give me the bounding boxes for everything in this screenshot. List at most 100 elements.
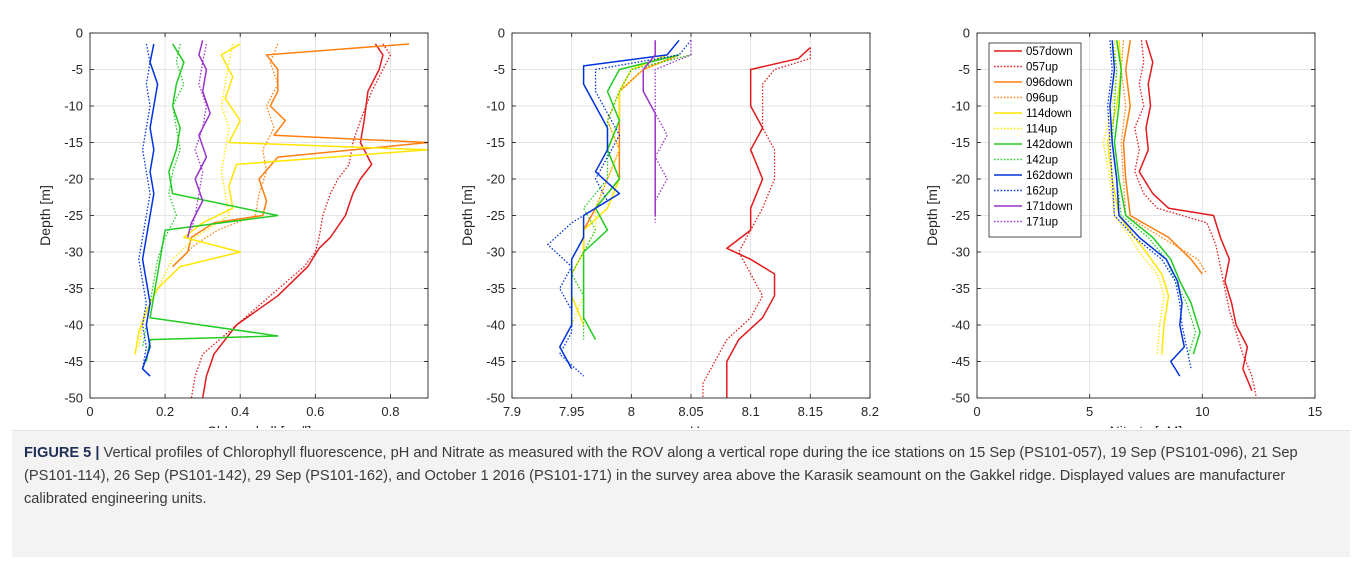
legend-label-142down: 142down: [1026, 139, 1073, 151]
series-line-171down: [642, 40, 656, 216]
caption-label: FIGURE 5 |: [24, 445, 100, 461]
y-tick-label: -5: [493, 62, 505, 77]
legend: 057down 057up 096down 096up 114down 114up 142d…: [988, 42, 1082, 238]
series-group: [1102, 40, 1258, 398]
legend-label-096up: 096up: [1026, 93, 1058, 105]
x-tick-label: 8.2: [861, 404, 879, 419]
series-line-162down: [1109, 40, 1186, 377]
caption-box: FIGURE 5 | Vertical profiles of Chloroph…: [12, 430, 1350, 557]
y-tick-label: -10: [951, 99, 970, 114]
y-tick-label: -30: [486, 245, 505, 260]
y-tick-label: -25: [951, 208, 970, 223]
series-line-171up: [190, 43, 208, 231]
x-tick-label: 0.4: [231, 404, 249, 419]
series-group: [134, 40, 428, 398]
y-tick-label: -20: [64, 172, 83, 187]
series-line-114down: [134, 43, 428, 355]
caption-text: Vertical profiles of Chlorophyll fluores…: [24, 445, 1298, 507]
y-tick-label: -15: [951, 135, 970, 150]
figure-caption: FIGURE 5 | Vertical profiles of Chloroph…: [24, 442, 1338, 511]
legend-label-162down: 162down: [1026, 170, 1073, 182]
legend-label-171down: 171down: [1026, 201, 1073, 213]
y-tick-label: -15: [486, 135, 505, 150]
series-line-171up: [654, 40, 692, 223]
series-line-057down: [1138, 40, 1253, 391]
x-axis-label: pH: [682, 423, 700, 428]
y-tick-label: -50: [64, 391, 83, 406]
legend-label-057down: 057down: [1026, 46, 1073, 58]
series-line-114up: [1102, 40, 1165, 355]
series-group: [547, 39, 811, 398]
charts-svg: 0 0.2 0.4 0.6 0.8 0 -5 -10 -15 -20 -25 -30 -35 -40 -45…: [37, 26, 1322, 429]
y-tick-label: -5: [71, 62, 83, 77]
x-tick-label: 8.1: [742, 404, 760, 419]
x-tick-label: 15: [1308, 404, 1322, 419]
series-line-162up: [1107, 40, 1192, 369]
y-tick-label: -20: [486, 172, 505, 187]
series-line-162up: [138, 43, 151, 369]
y-tick-label: -10: [64, 99, 83, 114]
legend-label-096down: 096down: [1026, 77, 1073, 89]
y-tick-label: -35: [64, 281, 83, 296]
legend-label-162up: 162up: [1026, 186, 1058, 198]
legend-label-142up: 142up: [1026, 155, 1058, 167]
series-line-162down: [141, 43, 159, 377]
y-tick-label: -35: [951, 281, 970, 296]
chart-panel-1: 0 0.2 0.4 0.6 0.8 0 -5 -10 -15 -20 -25 -30 -35 -40 -45…: [37, 26, 429, 428]
y-tick-label: -30: [64, 245, 83, 260]
x-tick-label: 7.95: [559, 404, 584, 419]
legend-label-114up: 114up: [1026, 124, 1057, 136]
series-line-096down: [1122, 40, 1203, 275]
chart-panel-2: 7.9 7.95 8 8.05 8.1 8.15 8.2 0 -5 -10 -15 -20 -25 -30…: [459, 26, 879, 429]
x-tick-label: 10: [1195, 404, 1209, 419]
legend-label-114down: 114down: [1026, 108, 1072, 120]
y-tick-label: -50: [486, 391, 505, 406]
y-tick-label: -10: [486, 99, 505, 114]
series-line-142down: [1113, 40, 1201, 355]
x-tick-label: 0.2: [156, 404, 174, 419]
y-tick-label: -15: [64, 135, 83, 150]
y-tick-label: -40: [64, 318, 83, 333]
y-axis-label: Depth [m]: [37, 185, 53, 246]
series-line-096up: [1120, 40, 1208, 275]
x-tick-label: 0: [86, 404, 93, 419]
y-tick-label: -45: [64, 354, 83, 369]
legend-box: [988, 42, 1082, 238]
y-tick-label: -45: [951, 354, 970, 369]
y-tick-label: -20: [951, 172, 970, 187]
series-line-057up: [190, 43, 392, 398]
series-line-142up: [1111, 40, 1197, 355]
y-tick-label: -35: [486, 281, 505, 296]
series-line-142up: [571, 54, 692, 340]
series-line-114down: [1106, 40, 1170, 355]
y-axis-label: Depth [m]: [459, 185, 475, 246]
series-line-171down: [186, 40, 211, 238]
x-tick-label: 0: [973, 404, 980, 419]
y-axis-label: Depth [m]: [924, 185, 940, 246]
figure-area: 0 0.2 0.4 0.6 0.8 0 -5 -10 -15 -20 -25 -30 -35 -40 -45…: [37, 26, 1322, 429]
series-line-096down: [172, 43, 428, 268]
series-line-096up: [172, 43, 279, 268]
y-tick-label: -25: [486, 208, 505, 223]
x-tick-label: 0.8: [381, 404, 399, 419]
x-axis-label: Chlorophyll [μg/l]: [207, 423, 312, 428]
series-line-057up: [1134, 40, 1258, 398]
y-tick-label: 0: [498, 26, 505, 41]
x-tick-label: 8.15: [798, 404, 823, 419]
x-tick-label: 0.6: [306, 404, 324, 419]
chart-panel-3: 0 5 10 15 0 -5 -10 -15 -20 -25 -30 -35 -40 -45 -50 Nitr…: [924, 26, 1322, 429]
x-tick-label: 7.9: [503, 404, 521, 419]
y-tick-label: -40: [486, 318, 505, 333]
x-tick-label: 8: [628, 404, 635, 419]
x-axis-label: Nitrate [μM]: [1110, 423, 1183, 428]
y-tick-label: -40: [951, 318, 970, 333]
y-tick-label: -45: [486, 354, 505, 369]
y-tick-label: -25: [64, 208, 83, 223]
y-tick-label: 0: [76, 26, 83, 41]
series-line-057up: [702, 47, 811, 398]
x-tick-label: 5: [1086, 404, 1093, 419]
y-tick-label: -5: [958, 62, 970, 77]
series-line-142up: [141, 43, 185, 348]
x-tick-label: 8.05: [678, 404, 703, 419]
y-tick-label: -50: [951, 391, 970, 406]
